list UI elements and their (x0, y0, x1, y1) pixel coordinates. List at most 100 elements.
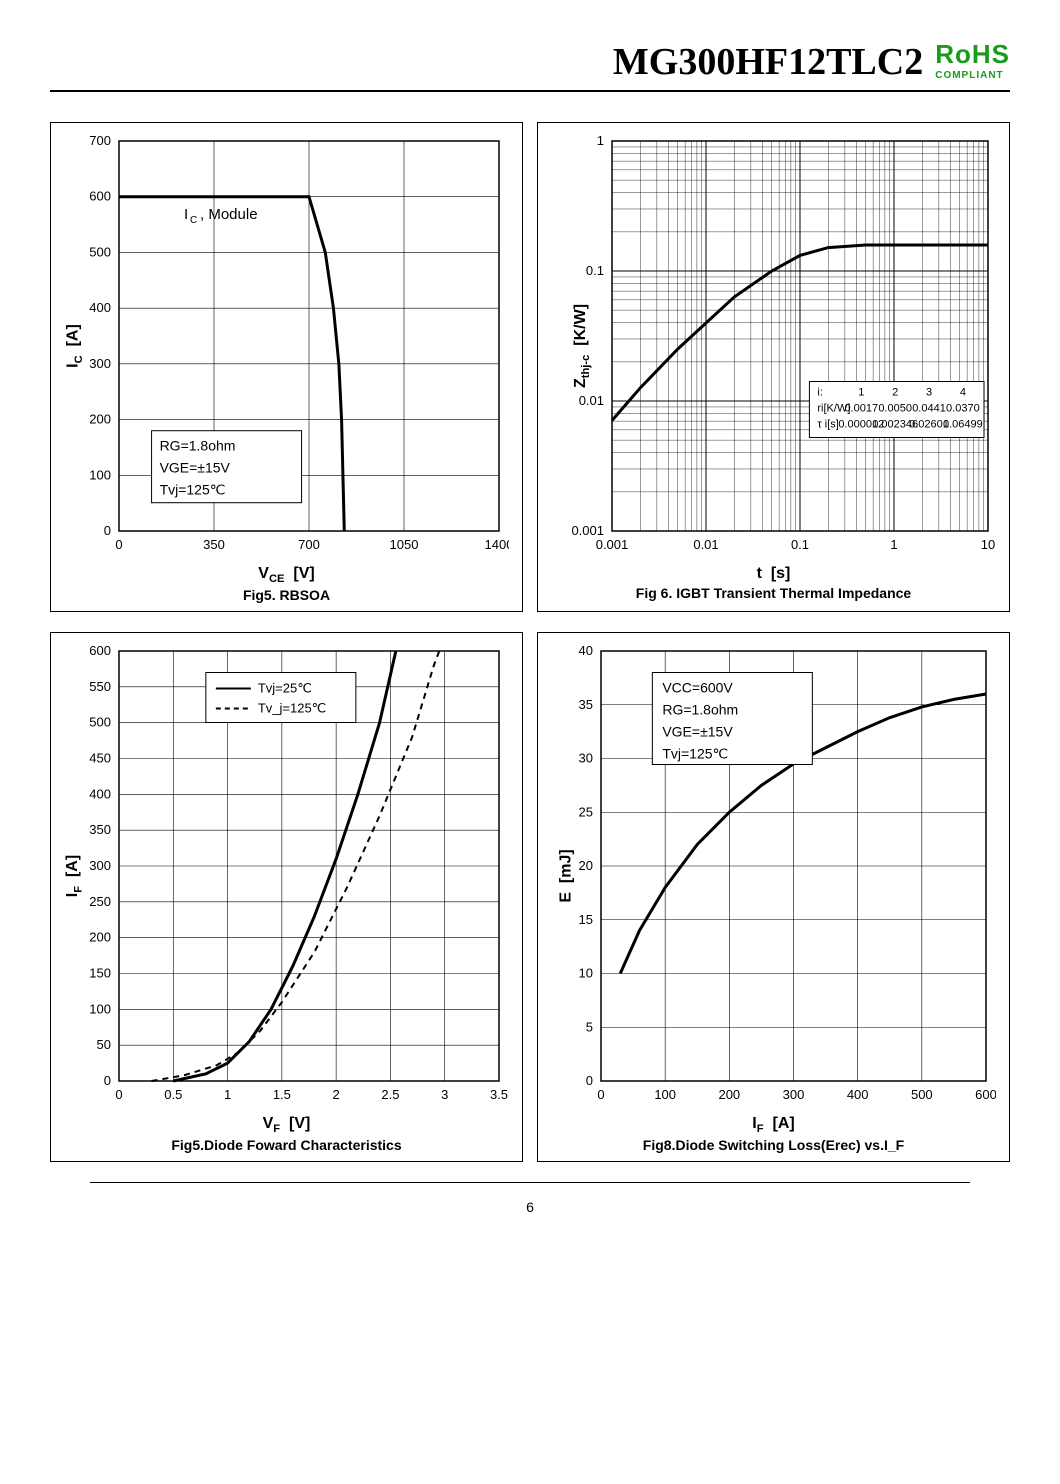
svg-text:0.0370: 0.0370 (946, 403, 980, 415)
svg-text:2: 2 (892, 387, 898, 399)
svg-text:30: 30 (579, 751, 593, 766)
fig7-ylabel: IF [A] (64, 855, 84, 897)
svg-text:20: 20 (579, 858, 593, 873)
svg-text:i:: i: (817, 387, 823, 399)
svg-text:0.0441: 0.0441 (912, 403, 946, 415)
panel-fig8: E [mJ] 0 100 200 300 400 500 600 0 5 10 15 20 25 30 35… (537, 632, 1010, 1162)
svg-text:C: C (190, 215, 197, 226)
svg-text:15: 15 (579, 912, 593, 927)
svg-text:450: 450 (89, 751, 111, 766)
svg-text:4: 4 (960, 387, 966, 399)
svg-text:0.1: 0.1 (586, 263, 604, 278)
fig7-chart: 00.511.522.533.5050100150200250300350400… (59, 641, 509, 1111)
svg-text:700: 700 (89, 133, 111, 148)
svg-text:600: 600 (975, 1087, 996, 1102)
svg-text:RG=1.8ohm: RG=1.8ohm (160, 438, 236, 454)
svg-text:50: 50 (97, 1037, 111, 1052)
row-2: IF [A] 00.511.522.533.505010015020025030… (50, 632, 1010, 1162)
svg-text:0: 0 (115, 537, 122, 552)
svg-text:1050: 1050 (390, 537, 419, 552)
svg-text:VGE=±15V: VGE=±15V (160, 460, 231, 476)
svg-text:5: 5 (586, 1019, 593, 1034)
svg-text:Tvj=125℃: Tvj=125℃ (662, 746, 728, 762)
svg-text:Tv_j=125℃: Tv_j=125℃ (258, 701, 326, 716)
fig5a-chart: 0350700105014000100200300400500600700IC,… (59, 131, 509, 561)
svg-text:0.01: 0.01 (693, 537, 718, 552)
svg-text:0: 0 (586, 1073, 593, 1088)
svg-text:3: 3 (441, 1087, 448, 1102)
svg-text:3: 3 (926, 387, 932, 399)
fig6-ylabel: Zthj-c [K/W] (572, 304, 592, 388)
svg-text:300: 300 (89, 858, 111, 873)
svg-text:, Module: , Module (200, 206, 258, 223)
svg-text:2: 2 (333, 1087, 340, 1102)
svg-text:0.01: 0.01 (579, 393, 604, 408)
svg-text:400: 400 (89, 300, 111, 315)
svg-text:0: 0 (597, 1087, 604, 1102)
fig6-xlabel: t [s] (546, 565, 1001, 583)
svg-text:600: 600 (89, 189, 111, 204)
svg-text:0: 0 (115, 1087, 122, 1102)
svg-text:100: 100 (89, 1002, 111, 1017)
svg-text:200: 200 (89, 930, 111, 945)
svg-text:350: 350 (89, 822, 111, 837)
svg-text:300: 300 (783, 1087, 805, 1102)
row-1: IC [A] 035070010501400010020030040050060… (50, 122, 1010, 612)
svg-text:200: 200 (89, 412, 111, 427)
svg-text:3.5: 3.5 (490, 1087, 508, 1102)
svg-text:0.001: 0.001 (571, 523, 604, 538)
svg-text:10: 10 (579, 966, 593, 981)
fig8-ylabel: E [mJ] (558, 850, 576, 903)
svg-text:0.0017: 0.0017 (844, 403, 878, 415)
fig7-caption: Fig5.Diode Foward Characteristics (59, 1137, 514, 1153)
svg-text:150: 150 (89, 966, 111, 981)
svg-text:350: 350 (203, 537, 225, 552)
svg-text:200: 200 (718, 1087, 740, 1102)
fig6-chart: 0.0010.010.11100.0010.010.11i:1234ri[K/W… (546, 131, 996, 561)
svg-text:I: I (184, 206, 188, 223)
panel-fig7: IF [A] 00.511.522.533.505010015020025030… (50, 632, 523, 1162)
fig6-caption: Fig 6. IGBT Transient Thermal Impedance (546, 585, 1001, 601)
panel-fig6: Zthj-c [K/W] 0.001 0.01 0.1 1 10 0.001 0.01 0.1… (537, 122, 1010, 612)
fig5a-caption: Fig5. RBSOA (59, 587, 514, 603)
fig5a-ylabel: IC [A] (65, 324, 85, 368)
svg-text:0: 0 (104, 1073, 111, 1088)
part-number: MG300HF12TLC2 (613, 40, 923, 84)
svg-text:0.0050: 0.0050 (878, 403, 912, 415)
svg-text:100: 100 (89, 467, 111, 482)
svg-text:400: 400 (847, 1087, 869, 1102)
svg-text:40: 40 (579, 643, 593, 658)
svg-text:100: 100 (654, 1087, 676, 1102)
page-number: 6 (50, 1199, 1010, 1215)
fig7-xlabel: VF [V] (59, 1115, 514, 1135)
svg-text:VGE=±15V: VGE=±15V (662, 724, 733, 740)
svg-text:250: 250 (89, 894, 111, 909)
rohs-badge: RoHS COMPLIANT (935, 43, 1010, 81)
svg-text:400: 400 (89, 787, 111, 802)
svg-text:700: 700 (298, 537, 320, 552)
svg-text:1: 1 (890, 537, 897, 552)
svg-text:500: 500 (89, 715, 111, 730)
svg-text:0: 0 (104, 523, 111, 538)
svg-text:RG=1.8ohm: RG=1.8ohm (662, 702, 738, 718)
svg-text:1.5: 1.5 (273, 1087, 291, 1102)
svg-text:550: 550 (89, 679, 111, 694)
svg-text:0.001: 0.001 (596, 537, 629, 552)
fig8-xlabel: IF [A] (546, 1115, 1001, 1135)
svg-text:10: 10 (981, 537, 995, 552)
svg-text:1: 1 (858, 387, 864, 399)
panel-fig5a: IC [A] 035070010501400010020030040050060… (50, 122, 523, 612)
page-header: MG300HF12TLC2 RoHS COMPLIANT (50, 40, 1010, 92)
svg-text:1400: 1400 (485, 537, 509, 552)
svg-text:τ i[s]: τ i[s] (817, 419, 838, 431)
svg-text:Tvj=25℃: Tvj=25℃ (258, 681, 312, 696)
svg-text:0.5: 0.5 (164, 1087, 182, 1102)
svg-text:500: 500 (911, 1087, 933, 1102)
svg-text:2.5: 2.5 (381, 1087, 399, 1102)
svg-text:600: 600 (89, 643, 111, 658)
svg-text:0.1: 0.1 (791, 537, 809, 552)
svg-text:25: 25 (579, 804, 593, 819)
footer-rule (90, 1182, 970, 1183)
svg-text:VCC=600V: VCC=600V (662, 680, 733, 696)
svg-text:35: 35 (579, 697, 593, 712)
